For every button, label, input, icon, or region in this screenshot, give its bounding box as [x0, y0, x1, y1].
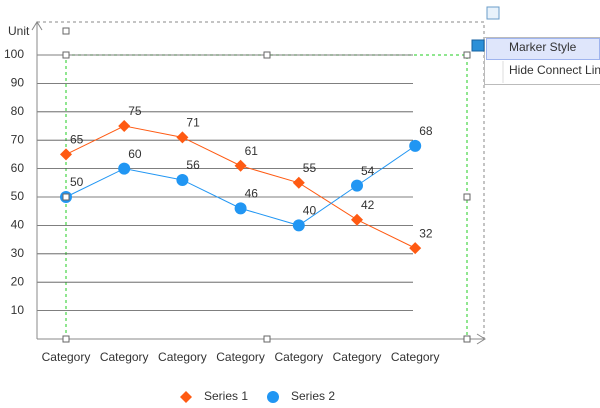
resize-handle [463, 335, 471, 343]
y-tick-label: 90 [11, 76, 25, 90]
y-tick-label: 70 [11, 132, 25, 146]
data-label: 42 [361, 198, 375, 212]
x-tick-label: Category [391, 350, 440, 364]
y-tick-label: 100 [4, 47, 24, 61]
resize-handle [62, 335, 70, 343]
marker [176, 173, 189, 186]
legend-label: Series 1 [204, 389, 248, 403]
resize-handle [463, 51, 471, 59]
data-label: 54 [361, 164, 375, 178]
marker [351, 213, 363, 226]
legend-label: Series 2 [291, 389, 335, 403]
data-label: 50 [70, 175, 84, 189]
x-tick-label: Category [42, 350, 91, 364]
y-axis-label: Unit [8, 24, 30, 38]
data-label: 61 [245, 144, 259, 158]
resize-handle [463, 193, 471, 201]
resize-handle [263, 335, 271, 343]
marker [180, 391, 192, 403]
data-label: 71 [186, 116, 200, 130]
resize-handle [62, 51, 70, 59]
data-label: 32 [419, 226, 433, 240]
data-label: 46 [245, 187, 259, 201]
marker [292, 176, 305, 189]
marker [118, 120, 131, 132]
menu: Marker Style Hide Connect Line [471, 6, 600, 85]
menu-item[interactable]: Marker Style [509, 40, 577, 54]
y-tick-label: 20 [11, 274, 25, 288]
resize-handle [62, 27, 70, 35]
marker [60, 148, 72, 161]
x-tick-label: Category [216, 350, 265, 364]
x-tick-label: Category [158, 350, 207, 364]
y-tick-label: 60 [11, 161, 25, 175]
selection-frame [37, 21, 485, 340]
y-tick-label: 80 [11, 104, 25, 118]
data-label: 40 [303, 204, 317, 218]
data-label: 75 [128, 104, 142, 118]
marker [267, 391, 279, 403]
data-label: 55 [303, 161, 317, 175]
menu-button[interactable] [471, 39, 485, 52]
x-tick-label: Category [274, 350, 323, 364]
data-label: 65 [70, 133, 84, 147]
y-tick-label: 30 [11, 246, 25, 260]
x-tick-label: Category [100, 350, 149, 364]
resize-handle [263, 51, 271, 59]
data-label: 56 [186, 158, 200, 172]
axis-arrow [31, 21, 43, 31]
marker [292, 219, 305, 232]
marker [409, 242, 422, 255]
data-label: 60 [128, 147, 142, 161]
marker [351, 179, 363, 192]
axis-arrow [476, 333, 486, 345]
marker [176, 131, 189, 144]
marker [234, 159, 247, 172]
marker [118, 162, 131, 175]
marker [409, 139, 422, 152]
y-tick-label: 50 [11, 189, 25, 203]
y-tick-label: 40 [11, 218, 25, 232]
resize-handle [62, 193, 70, 201]
x-tick-label: Category [333, 350, 382, 364]
data-label: 68 [419, 124, 433, 138]
menu-item[interactable]: Hide Connect Line [509, 63, 600, 77]
float-button[interactable] [486, 6, 500, 20]
marker [234, 202, 247, 215]
y-tick-label: 10 [11, 303, 25, 317]
